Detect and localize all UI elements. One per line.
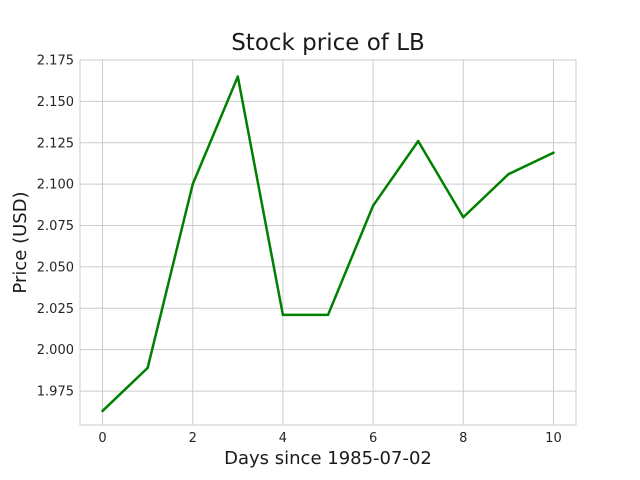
y-axis-ticks: 1.975 2.000 2.025 2.050 2.075 2.100 2.125 2.150… <box>37 54 74 400</box>
data-point <box>236 75 240 78</box>
grid <box>80 59 576 425</box>
data-point <box>281 313 285 317</box>
x-tick-label: 4 <box>279 431 287 446</box>
y-tick-label: 1.975 <box>37 385 74 400</box>
y-tick-label: 2.025 <box>37 302 74 317</box>
y-tick-label: 2.050 <box>37 260 74 275</box>
x-tick-label: 6 <box>369 431 377 446</box>
data-point <box>371 204 375 207</box>
y-tick-label: 2.125 <box>37 136 74 151</box>
x-tick-label: 10 <box>545 431 562 446</box>
data-point <box>416 139 420 143</box>
data-point <box>552 151 555 154</box>
plot-area <box>79 59 577 426</box>
y-tick-label: 2.150 <box>37 95 74 110</box>
x-axis-ticks: 0 2 4 6 8 10 <box>98 431 561 446</box>
y-tick-label: 2.175 <box>37 54 74 69</box>
series-layer <box>101 75 555 413</box>
chart-title: Stock price of LB <box>231 30 425 56</box>
data-point <box>146 366 149 370</box>
y-tick-label: 2.075 <box>37 219 74 234</box>
data-point <box>462 216 465 219</box>
data-point <box>507 173 510 176</box>
data-point <box>191 182 194 186</box>
x-axis-label: Days since 1985-07-02 <box>224 448 432 469</box>
x-tick-label: 8 <box>459 431 467 446</box>
y-tick-label: 2.000 <box>37 343 74 358</box>
x-tick-label: 2 <box>189 431 197 446</box>
y-axis-label: Price (USD) <box>10 191 31 293</box>
series-line <box>101 75 555 413</box>
y-tick-label: 2.100 <box>37 178 74 193</box>
data-point <box>101 409 104 413</box>
x-tick-label: 0 <box>98 431 106 446</box>
data-point <box>326 313 330 317</box>
